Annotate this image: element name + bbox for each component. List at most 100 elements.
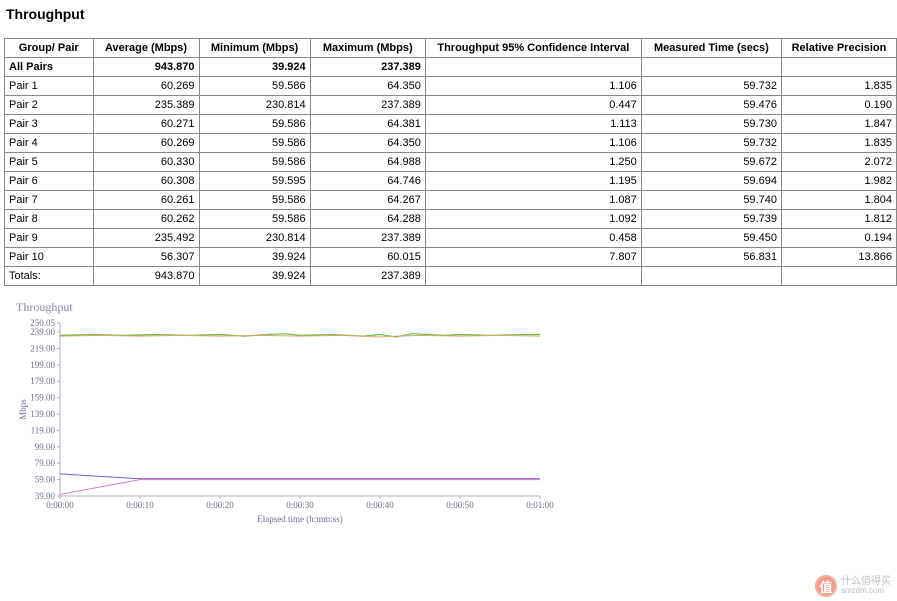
col-header: Average (Mbps) bbox=[93, 39, 199, 58]
table-row: Pair 160.26959.58664.3501.10659.7321.835 bbox=[5, 77, 897, 96]
row-value: 59.732 bbox=[641, 77, 781, 96]
row-value: 39.924 bbox=[199, 58, 310, 77]
row-value: 60.269 bbox=[93, 77, 199, 96]
svg-text:239.00: 239.00 bbox=[30, 327, 55, 337]
col-header: Throughput 95% Confidence Interval bbox=[425, 39, 641, 58]
row-value: 59.586 bbox=[199, 210, 310, 229]
row-label: All Pairs bbox=[5, 58, 94, 77]
row-value: 64.350 bbox=[310, 134, 425, 153]
row-value: 7.807 bbox=[425, 248, 641, 267]
row-value: 0.194 bbox=[781, 229, 896, 248]
row-value: 59.586 bbox=[199, 77, 310, 96]
row-value: 56.831 bbox=[641, 248, 781, 267]
row-value: 59.586 bbox=[199, 134, 310, 153]
col-header: Maximum (Mbps) bbox=[310, 39, 425, 58]
col-header: Measured Time (secs) bbox=[641, 39, 781, 58]
throughput-table: Group/ PairAverage (Mbps)Minimum (Mbps)M… bbox=[4, 38, 897, 286]
row-value: 60.308 bbox=[93, 172, 199, 191]
table-row: All Pairs943.87039.924237.389 bbox=[5, 58, 897, 77]
row-value: 64.381 bbox=[310, 115, 425, 134]
row-value: 237.389 bbox=[310, 229, 425, 248]
row-value: 1.812 bbox=[781, 210, 896, 229]
chart-svg: 39.0059.0079.0099.00119.00139.00159.0017… bbox=[16, 317, 556, 532]
row-label: Pair 9 bbox=[5, 229, 94, 248]
row-value: 235.389 bbox=[93, 96, 199, 115]
svg-text:0:00:00: 0:00:00 bbox=[46, 500, 74, 510]
row-value: 64.350 bbox=[310, 77, 425, 96]
row-label: Pair 3 bbox=[5, 115, 94, 134]
svg-text:139.00: 139.00 bbox=[30, 409, 55, 419]
row-label: Pair 4 bbox=[5, 134, 94, 153]
row-label: Pair 7 bbox=[5, 191, 94, 210]
row-value bbox=[781, 267, 896, 286]
col-header: Minimum (Mbps) bbox=[199, 39, 310, 58]
row-value: 60.262 bbox=[93, 210, 199, 229]
row-value: 60.269 bbox=[93, 134, 199, 153]
row-value: 59.586 bbox=[199, 115, 310, 134]
svg-text:Elapsed time (h:mm:ss): Elapsed time (h:mm:ss) bbox=[257, 514, 343, 524]
row-label: Pair 1 bbox=[5, 77, 94, 96]
svg-text:79.00: 79.00 bbox=[35, 458, 56, 468]
row-value bbox=[425, 58, 641, 77]
row-value: 64.288 bbox=[310, 210, 425, 229]
table-row: Pair 9235.492230.814237.3890.45859.4500.… bbox=[5, 229, 897, 248]
row-value: 0.190 bbox=[781, 96, 896, 115]
col-header: Relative Precision bbox=[781, 39, 896, 58]
row-value: 60.271 bbox=[93, 115, 199, 134]
row-value: 1.250 bbox=[425, 153, 641, 172]
svg-text:0:00:30: 0:00:30 bbox=[286, 500, 314, 510]
row-value: 59.586 bbox=[199, 153, 310, 172]
chart-title: Throughput bbox=[16, 300, 897, 315]
row-value: 1.195 bbox=[425, 172, 641, 191]
row-value: 59.739 bbox=[641, 210, 781, 229]
col-header: Group/ Pair bbox=[5, 39, 94, 58]
row-value bbox=[781, 58, 896, 77]
row-label: Pair 10 bbox=[5, 248, 94, 267]
page-title: Throughput bbox=[6, 6, 897, 22]
row-value: 1.982 bbox=[781, 172, 896, 191]
svg-text:0:01:00: 0:01:00 bbox=[526, 500, 554, 510]
row-value: 60.015 bbox=[310, 248, 425, 267]
svg-text:119.00: 119.00 bbox=[31, 425, 56, 435]
svg-text:0:00:20: 0:00:20 bbox=[206, 500, 234, 510]
row-value: 56.307 bbox=[93, 248, 199, 267]
row-value: 1.113 bbox=[425, 115, 641, 134]
row-value: 1.087 bbox=[425, 191, 641, 210]
row-value: 1.106 bbox=[425, 134, 641, 153]
svg-text:199.00: 199.00 bbox=[30, 360, 55, 370]
table-row: Pair 1056.30739.92460.0157.80756.83113.8… bbox=[5, 248, 897, 267]
table-row: Pair 2235.389230.814237.3890.44759.4760.… bbox=[5, 96, 897, 115]
row-value: 64.267 bbox=[310, 191, 425, 210]
row-value: 59.595 bbox=[199, 172, 310, 191]
svg-text:179.00: 179.00 bbox=[30, 376, 55, 386]
table-row: Pair 460.26959.58664.3501.10659.7321.835 bbox=[5, 134, 897, 153]
row-value: 60.261 bbox=[93, 191, 199, 210]
svg-text:Mbps: Mbps bbox=[18, 399, 28, 420]
watermark-icon: 值 bbox=[815, 575, 837, 597]
row-value: 64.988 bbox=[310, 153, 425, 172]
table-row: Pair 360.27159.58664.3811.11359.7301.847 bbox=[5, 115, 897, 134]
row-value: 1.835 bbox=[781, 134, 896, 153]
row-label: Pair 6 bbox=[5, 172, 94, 191]
row-value: 2.072 bbox=[781, 153, 896, 172]
row-value: 943.870 bbox=[93, 267, 199, 286]
svg-text:219.00: 219.00 bbox=[30, 343, 55, 353]
row-value bbox=[641, 58, 781, 77]
svg-text:0:00:10: 0:00:10 bbox=[126, 500, 154, 510]
row-label: Pair 5 bbox=[5, 153, 94, 172]
row-value: 230.814 bbox=[199, 96, 310, 115]
svg-text:59.00: 59.00 bbox=[35, 475, 56, 485]
row-value: 59.476 bbox=[641, 96, 781, 115]
row-value: 59.694 bbox=[641, 172, 781, 191]
throughput-chart: Throughput 39.0059.0079.0099.00119.00139… bbox=[16, 300, 897, 532]
svg-text:0:00:40: 0:00:40 bbox=[366, 500, 394, 510]
row-value: 60.330 bbox=[93, 153, 199, 172]
row-value: 237.389 bbox=[310, 267, 425, 286]
row-value: 1.092 bbox=[425, 210, 641, 229]
row-value: 1.835 bbox=[781, 77, 896, 96]
row-value: 59.740 bbox=[641, 191, 781, 210]
row-value: 0.447 bbox=[425, 96, 641, 115]
row-value: 237.389 bbox=[310, 96, 425, 115]
row-value: 64.746 bbox=[310, 172, 425, 191]
table-row: Pair 560.33059.58664.9881.25059.6722.072 bbox=[5, 153, 897, 172]
